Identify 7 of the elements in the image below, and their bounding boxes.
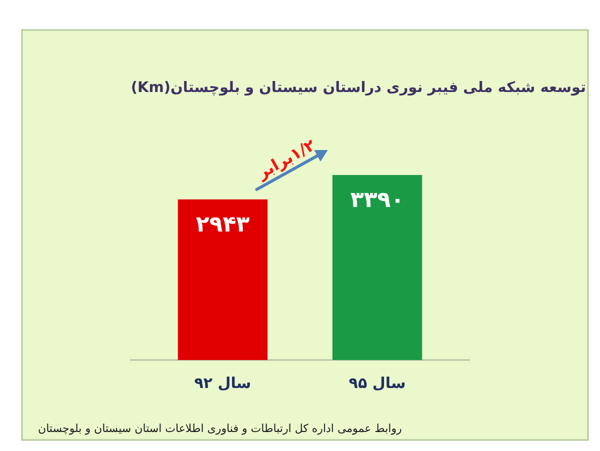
x-tick-label: سال ۹۲ xyxy=(194,374,252,392)
annotation: ۱/۲برابر xyxy=(253,135,318,183)
x-tick-label: سال ۹۵ xyxy=(348,374,406,392)
data-label: ۳۳۹۰ xyxy=(350,188,404,213)
text: روابط عمومی اداره کل ارتباطات و فناوری اطلاعات استان سیستان و بلوچستان xyxy=(38,422,402,435)
chart-title: توسعه شبکه ملی فیبر نوری دراستان سیستان و بلوچستان(Km) xyxy=(130,80,586,96)
data-label: ۲۹۴۳ xyxy=(196,212,250,238)
